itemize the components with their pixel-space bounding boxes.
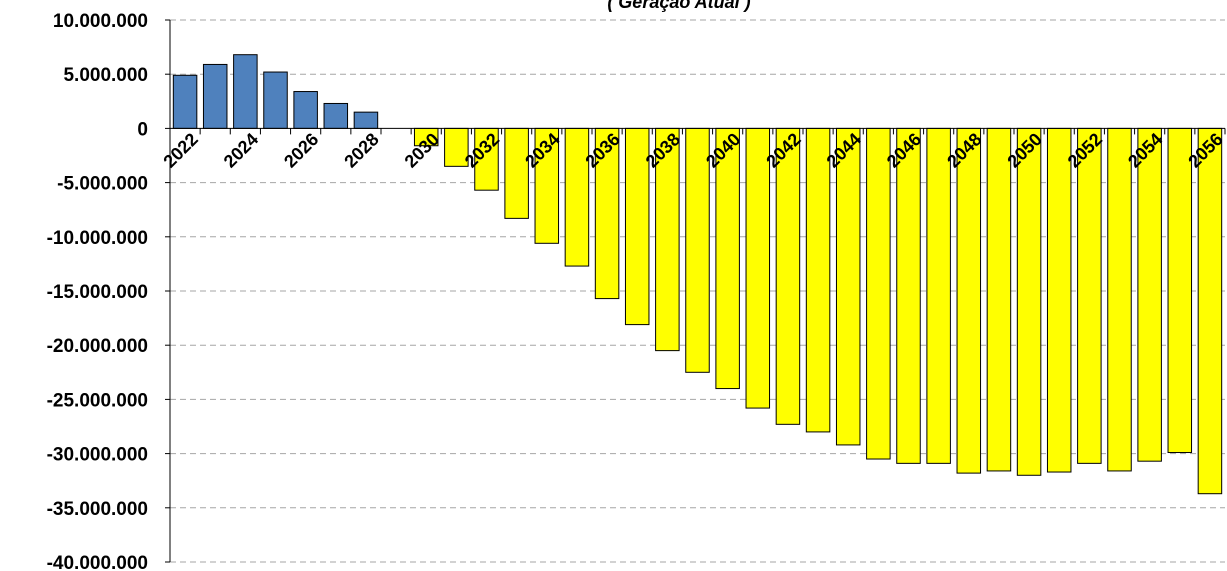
y-tick-label: 10.000.000: [53, 11, 148, 32]
bar-2047: [926, 127, 951, 464]
bar-2027: [323, 102, 349, 129]
bar-2042: [775, 127, 801, 425]
y-tick-label: -40.000.000: [47, 553, 148, 571]
x-tick-label: 2024: [220, 129, 262, 171]
bar-2048: [956, 127, 982, 474]
y-tick-label: -10.000.000: [47, 228, 148, 249]
y-axis-tick-labels: 10.000.000 5.000.000 0 -5.000.000 -10.000.00…: [47, 11, 148, 571]
bar-2055: [1167, 127, 1193, 454]
bar-2052: [1077, 127, 1102, 464]
y-tick-label: -20.000.000: [47, 336, 148, 357]
y-tick-label: 5.000.000: [63, 65, 148, 86]
chart-title: ( Geração Atual ): [607, 0, 750, 12]
bar-2041: [745, 127, 771, 409]
axes: [165, 19, 1226, 563]
y-tick-label: -30.000.000: [47, 445, 148, 466]
bar-2043: [805, 127, 831, 433]
y-tick-label: -35.000.000: [47, 499, 148, 520]
y-tick-label: -25.000.000: [47, 390, 148, 411]
bar-2035: [564, 127, 590, 267]
bar-2054: [1137, 127, 1162, 462]
bar-2022: [172, 74, 198, 129]
y-tick-label: -15.000.000: [47, 282, 148, 303]
x-tick-label: 2026: [280, 129, 322, 171]
bar-2049: [986, 127, 1012, 472]
bar-2033: [504, 127, 529, 219]
bar-2050: [1016, 127, 1042, 476]
bar-2023: [202, 63, 228, 129]
bar-2056: [1197, 127, 1223, 495]
y-tick-label: -5.000.000: [57, 174, 148, 195]
gridlines: [170, 19, 1225, 563]
bar-2044: [835, 127, 861, 446]
x-tick-label: 2022: [159, 129, 201, 171]
bar-2024: [233, 54, 258, 129]
bars: [172, 54, 1223, 495]
y-tick-label: 0: [137, 119, 148, 140]
bar-2026: [293, 91, 318, 129]
bar-2039: [685, 127, 710, 373]
bar-2028: [353, 111, 379, 129]
bar-2051: [1046, 127, 1072, 473]
bar-2046: [896, 127, 921, 464]
x-tick-label: 2028: [340, 129, 382, 171]
bar-2045: [866, 127, 891, 460]
bar-2053: [1107, 127, 1132, 472]
bar-2025: [263, 71, 288, 129]
